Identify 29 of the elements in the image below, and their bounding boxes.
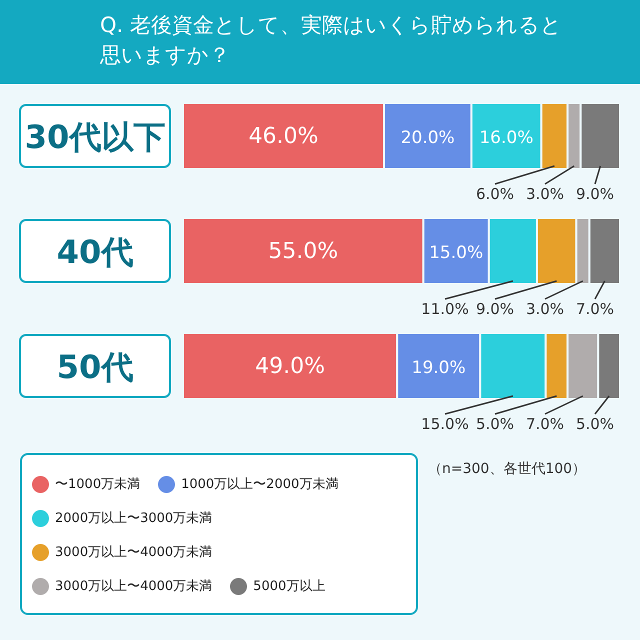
legend-label: 2000万以上〜3000万未満 — [55, 510, 212, 527]
annotation: （n=300、各世代100） — [428, 460, 586, 478]
data-label: 5.0% — [576, 415, 614, 433]
data-label: 16.0% — [479, 128, 534, 148]
data-label: 46.0% — [248, 124, 318, 149]
legend-label: 〜1000万未満 — [55, 476, 140, 493]
y-tick-label: 50代 — [56, 348, 134, 386]
y-tick-label: 40代 — [56, 233, 134, 271]
data-label: 49.0% — [255, 354, 326, 379]
data-label: 20.0% — [400, 128, 455, 148]
legend-label: 1000万以上〜2000万未満 — [181, 476, 338, 493]
data-label: 3.0% — [526, 300, 564, 318]
data-label: 6.0% — [476, 185, 514, 203]
data-label: 15.0% — [421, 415, 469, 433]
legend-label: 5000万以上 — [253, 578, 326, 595]
legend-label: 3000万以上〜4000万未満 — [55, 578, 212, 595]
chart-title: Q. 老後資金として、実際はいくら貯められると思いますか？ — [0, 0, 640, 84]
data-label: 11.0% — [421, 300, 469, 318]
data-label: 5.0% — [476, 415, 514, 433]
y-tick-label: 30代以下 — [24, 118, 166, 156]
data-label: 9.0% — [576, 185, 614, 203]
data-label: 19.0% — [412, 358, 466, 378]
data-label: 7.0% — [526, 415, 564, 433]
legend-label: 3000万以上〜4000万未満 — [55, 544, 212, 561]
data-label: 15.0% — [429, 243, 484, 263]
data-label: 9.0% — [476, 300, 514, 318]
data-label: 55.0% — [268, 239, 338, 264]
data-label: 3.0% — [526, 185, 564, 203]
data-label: 7.0% — [576, 300, 614, 318]
